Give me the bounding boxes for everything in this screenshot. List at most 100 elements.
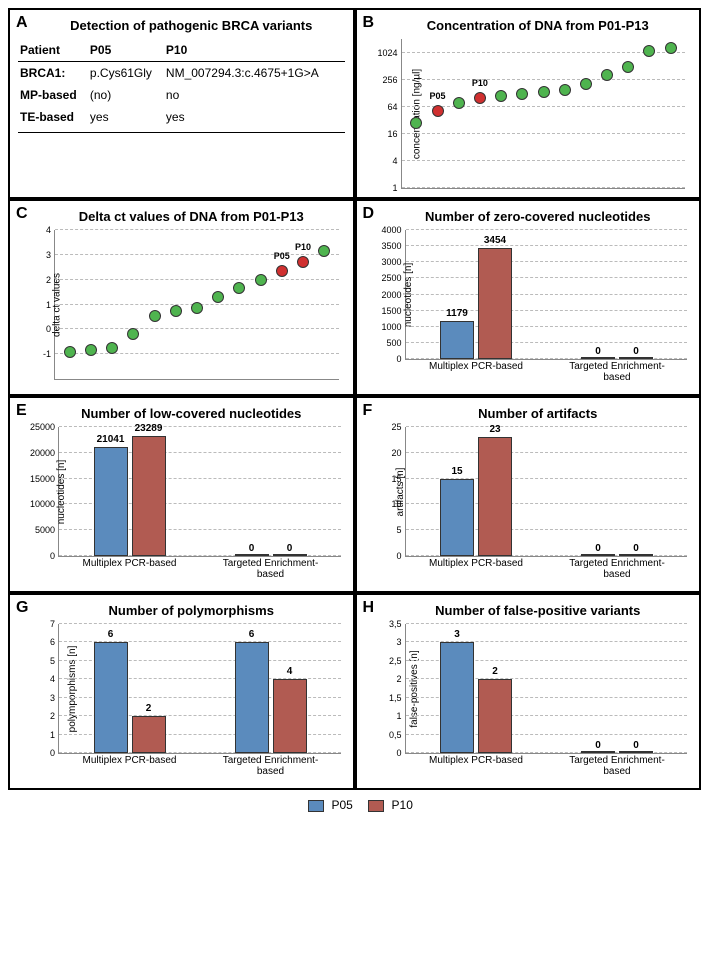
ytick-label: 3500	[376, 241, 402, 251]
ytick-label: 2500	[376, 273, 402, 283]
scatter-dot	[149, 310, 161, 322]
bar	[440, 321, 474, 359]
table-cell: yes	[164, 106, 345, 128]
panel-F: F Number of artifacts artifacts [n] 0510…	[355, 396, 702, 593]
legend-swatch-p05	[308, 800, 324, 812]
scatter-dot	[538, 86, 550, 98]
ytick-label: 1,5	[376, 693, 402, 703]
bar-chart: artifacts [n] 05101520251523Multiplex PC…	[405, 427, 688, 557]
scatter-plot: concentration [ng/µl] 1416642561024P05P1…	[401, 39, 686, 189]
bar-value-label: 0	[633, 740, 639, 751]
scatter-dot	[255, 274, 267, 286]
ytick-label: 20000	[29, 448, 55, 458]
ytick-label: 2	[376, 674, 402, 684]
figure-grid: A Detection of pathogenic BRCA variants …	[8, 8, 701, 790]
bar	[94, 642, 128, 753]
x-category-label: Multiplex PCR-based	[416, 755, 536, 766]
bar-value-label: 1179	[446, 308, 468, 319]
bar-value-label: 6	[249, 629, 255, 640]
ytick-label: 1024	[372, 48, 398, 58]
scatter-plot: delta ct values -101234P05P10	[54, 230, 339, 380]
table-cell: MP-based	[18, 84, 88, 106]
panel-letter: G	[16, 599, 28, 617]
ytick-label: 2	[29, 711, 55, 721]
ytick-label: 3	[25, 250, 51, 260]
panel-title: Concentration of DNA from P01-P13	[385, 18, 692, 33]
ytick-label: 4000	[376, 225, 402, 235]
ytick-label: 3,5	[376, 619, 402, 629]
panel-letter: C	[16, 205, 28, 223]
bar-value-label: 15	[451, 466, 462, 477]
ytick-label: 1	[372, 183, 398, 193]
legend: P05 P10	[8, 790, 701, 814]
table-cell: BRCA1:	[18, 62, 88, 85]
bar-value-label: 0	[633, 543, 639, 554]
bar-value-label: 0	[633, 346, 639, 357]
table-cell: p.Cys61Gly	[88, 62, 164, 85]
ytick-label: 3000	[376, 257, 402, 267]
ytick-label: 7	[29, 619, 55, 629]
ytick-label: 1	[25, 300, 51, 310]
panel-B: B Concentration of DNA from P01-P13 conc…	[355, 8, 702, 199]
panel-title: Number of polymorphisms	[38, 603, 345, 618]
ytick-label: 25000	[29, 422, 55, 432]
scatter-dot	[559, 84, 571, 96]
ytick-label: 0	[376, 748, 402, 758]
ytick-label: 256	[372, 75, 398, 85]
bar-value-label: 23289	[135, 423, 163, 434]
scatter-dot	[64, 346, 76, 358]
bar-chart: nucleotides [n] 050010001500200025003000…	[405, 230, 688, 360]
table-cell: (no)	[88, 84, 164, 106]
bar-value-label: 0	[287, 543, 293, 554]
x-category-label: Targeted Enrichment-based	[557, 361, 677, 383]
panel-title: Detection of pathogenic BRCA variants	[38, 18, 345, 33]
ytick-label: 10	[376, 499, 402, 509]
bar	[619, 751, 653, 753]
table-header: P05	[88, 39, 164, 62]
point-label: P10	[472, 78, 488, 88]
ytick-label: 2,5	[376, 656, 402, 666]
ytick-label: 1	[29, 730, 55, 740]
ytick-label: 5	[29, 656, 55, 666]
point-label: P05	[274, 251, 290, 261]
scatter-dot	[516, 88, 528, 100]
ytick-label: 3	[29, 693, 55, 703]
panel-title: Number of zero-covered nucleotides	[385, 209, 692, 224]
ytick-label: 0	[29, 748, 55, 758]
legend-label-p10: P10	[392, 798, 413, 812]
bar	[619, 357, 653, 359]
panel-title: Number of low-covered nucleotides	[38, 406, 345, 421]
ytick-label: 15000	[29, 474, 55, 484]
ytick-label: 1500	[376, 306, 402, 316]
bar-value-label: 0	[595, 740, 601, 751]
bar-chart: nucleotides [n] 050001000015000200002500…	[58, 427, 341, 557]
scatter-dot	[170, 305, 182, 317]
scatter-dot	[85, 344, 97, 356]
panel-letter: E	[16, 402, 27, 420]
x-category-label: Targeted Enrichment-based	[557, 755, 677, 777]
ytick-label: 5	[376, 525, 402, 535]
bar-value-label: 2	[146, 703, 152, 714]
ytick-label: 500	[376, 338, 402, 348]
scatter-dot	[212, 291, 224, 303]
bar	[478, 679, 512, 753]
panel-title: Number of false-positive variants	[385, 603, 692, 618]
bar	[581, 554, 615, 556]
bar-value-label: 3454	[484, 235, 506, 246]
bar-value-label: 23	[489, 424, 500, 435]
legend-label-p05: P05	[331, 798, 352, 812]
bar	[478, 248, 512, 359]
table-header: Patient	[18, 39, 88, 62]
point-label: P05	[430, 91, 446, 101]
table-cell: NM_007294.3:c.4675+1G>A	[164, 62, 345, 85]
bar	[273, 679, 307, 753]
panel-title: Delta ct values of DNA from P01-P13	[38, 209, 345, 224]
ytick-label: 0	[29, 551, 55, 561]
panel-E: E Number of low-covered nucleotides nucl…	[8, 396, 355, 593]
ytick-label: 6	[29, 637, 55, 647]
bar-value-label: 21041	[97, 434, 125, 445]
y-axis-label: delta ct values	[51, 273, 62, 337]
ytick-label: 25	[376, 422, 402, 432]
ytick-label: 1	[376, 711, 402, 721]
ytick-label: 0	[25, 324, 51, 334]
